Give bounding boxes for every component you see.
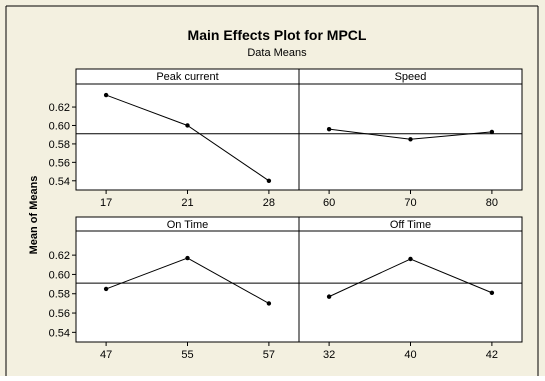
data-point-speed-80 bbox=[489, 129, 495, 135]
y-tick-label-on-time-0: 0.62 bbox=[49, 250, 70, 262]
x-tick-label-speed-60: 60 bbox=[323, 197, 335, 209]
data-point-speed-60 bbox=[326, 126, 332, 132]
data-point-off-time-40 bbox=[408, 256, 413, 262]
data-point-peak-current-17 bbox=[103, 92, 109, 98]
plot-area-peak-current bbox=[75, 83, 300, 191]
y-tick-label-on-time-4: 0.54 bbox=[49, 327, 70, 339]
x-tick-label-peak-current-28: 28 bbox=[263, 197, 275, 209]
panel-title-speed: Speed bbox=[395, 71, 427, 83]
panel-title-peak-current: Peak current bbox=[156, 71, 218, 83]
y-tick-label-peak-current-3: 0.56 bbox=[49, 157, 70, 169]
chart-subtitle: Data Means bbox=[247, 47, 307, 59]
plot-area-on-time bbox=[75, 230, 300, 343]
x-tick-label-peak-current-17: 17 bbox=[100, 197, 112, 209]
x-tick-label-peak-current-21: 21 bbox=[181, 197, 193, 209]
plot-area-off-time bbox=[298, 230, 523, 343]
y-tick-label-peak-current-0: 0.62 bbox=[49, 102, 70, 114]
y-tick-label-peak-current-1: 0.60 bbox=[49, 120, 70, 132]
x-tick-label-on-time-47: 47 bbox=[100, 349, 112, 361]
chart-title: Main Effects Plot for MPCL bbox=[188, 27, 367, 43]
data-point-peak-current-28 bbox=[266, 178, 272, 183]
panels-group: Peak current 17 21 28 0.62 0.60 0.58 0.56 0.54 Sp… bbox=[49, 68, 523, 361]
data-point-on-time-57 bbox=[266, 301, 272, 306]
x-tick-label-speed-80: 80 bbox=[486, 197, 498, 209]
data-point-off-time-42 bbox=[489, 290, 495, 295]
y-tick-label-on-time-1: 0.60 bbox=[49, 269, 70, 281]
data-point-speed-70 bbox=[408, 137, 413, 142]
panel-title-off-time: Off Time bbox=[390, 219, 431, 231]
x-tick-label-on-time-57: 57 bbox=[263, 349, 275, 361]
y-tick-label-on-time-2: 0.58 bbox=[49, 289, 70, 301]
y-tick-label-peak-current-2: 0.58 bbox=[49, 139, 70, 151]
panel-title-on-time: On Time bbox=[167, 219, 209, 231]
y-tick-label-peak-current-4: 0.54 bbox=[49, 176, 70, 188]
data-point-peak-current-21 bbox=[185, 123, 190, 128]
x-tick-label-speed-70: 70 bbox=[404, 197, 416, 209]
plot-area-speed bbox=[298, 83, 523, 191]
x-tick-label-off-time-32: 32 bbox=[323, 349, 335, 361]
x-tick-label-on-time-55: 55 bbox=[181, 349, 193, 361]
x-tick-label-off-time-42: 42 bbox=[486, 349, 498, 361]
y-axis-label: Mean of Means bbox=[28, 176, 40, 255]
data-point-off-time-32 bbox=[326, 294, 332, 299]
data-point-on-time-55 bbox=[185, 255, 190, 261]
x-tick-label-off-time-40: 40 bbox=[404, 349, 416, 361]
y-tick-label-on-time-3: 0.56 bbox=[49, 308, 70, 320]
data-point-on-time-47 bbox=[103, 286, 109, 292]
